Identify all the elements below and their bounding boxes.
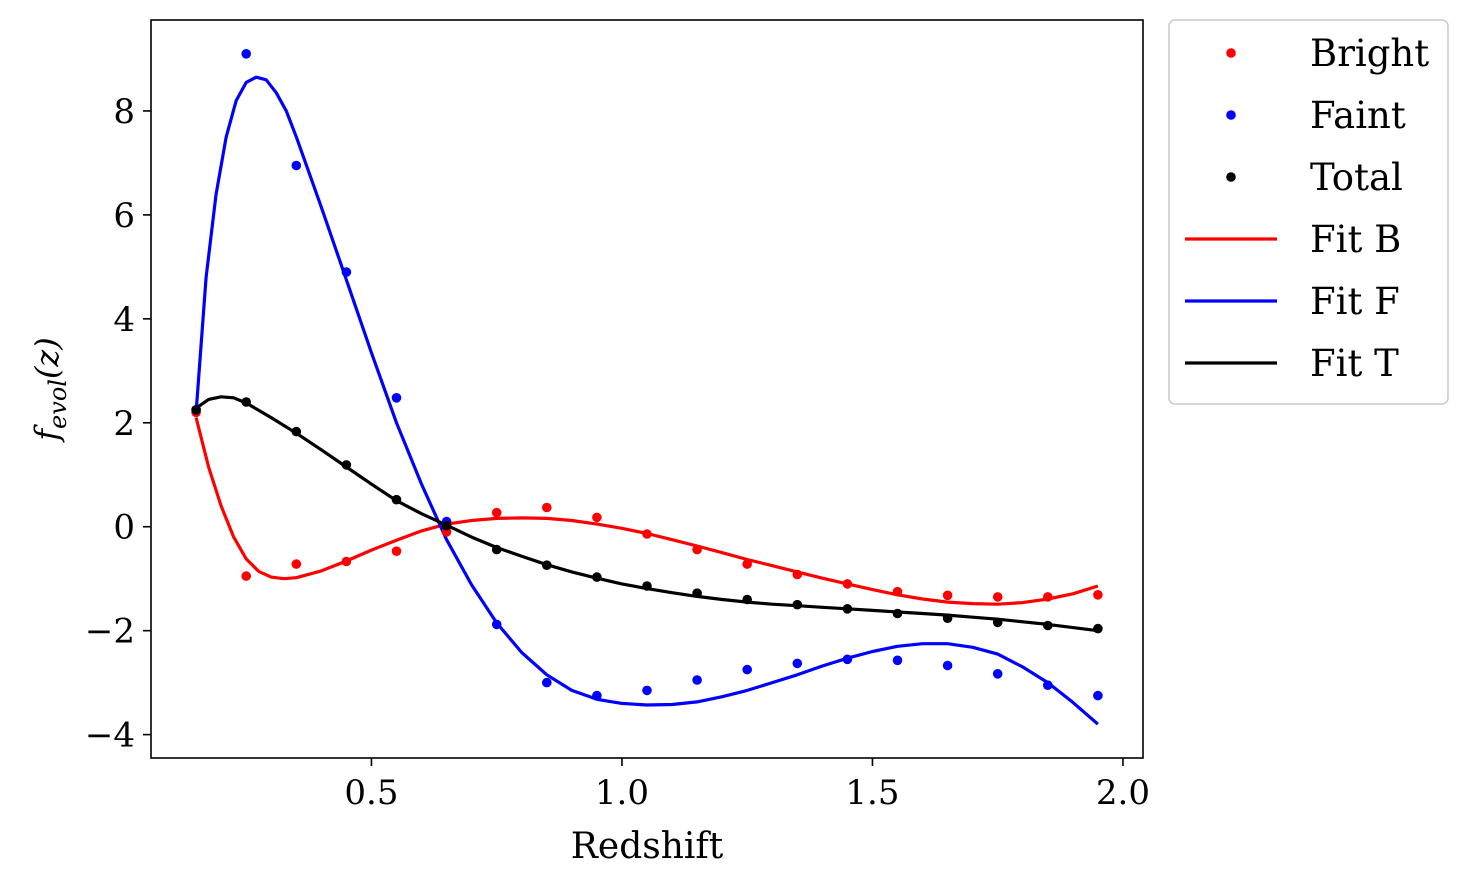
point-faint <box>892 655 903 666</box>
point-faint <box>792 658 803 669</box>
point-faint <box>391 393 402 403</box>
point-total <box>491 544 502 555</box>
point-bright <box>642 529 652 539</box>
y-axis-label-argument: (z) <box>28 337 66 379</box>
plot-background <box>151 20 1143 758</box>
x-tick-label: 1.5 <box>845 773 899 813</box>
point-faint <box>692 675 702 685</box>
point-faint <box>592 690 602 701</box>
point-faint <box>942 660 953 671</box>
legend-label-bright: Bright <box>1310 32 1429 75</box>
point-total <box>942 613 953 623</box>
point-total <box>992 617 1003 628</box>
point-total <box>191 405 201 415</box>
legend-label-faint: Faint <box>1310 94 1406 137</box>
point-total <box>241 397 251 407</box>
point-faint <box>341 267 352 277</box>
point-total <box>341 460 352 470</box>
y-tick-label: 4 <box>113 300 135 340</box>
point-faint <box>1043 680 1053 690</box>
legend-marker-faint <box>1226 110 1236 120</box>
legend-label-fit-t: Fit T <box>1310 342 1399 385</box>
point-total <box>892 608 903 619</box>
point-faint <box>241 49 251 59</box>
point-total <box>542 560 552 570</box>
point-total <box>842 604 853 614</box>
point-bright <box>1043 592 1053 602</box>
x-axis-ticks: 0.5 1.0 1.5 2.0 <box>344 758 1150 813</box>
point-total <box>742 594 752 605</box>
point-faint <box>491 619 502 630</box>
point-total <box>642 581 652 591</box>
y-tick-label: 0 <box>113 508 135 548</box>
point-bright <box>992 592 1003 602</box>
series-line-fit-b <box>194 417 1099 606</box>
plot-frame <box>150 19 1144 759</box>
point-bright <box>542 502 552 513</box>
legend-label-total: Total <box>1310 156 1403 199</box>
series-line-fit-f <box>194 75 1099 726</box>
point-total <box>592 572 602 582</box>
point-faint <box>291 160 302 171</box>
point-total <box>441 520 452 531</box>
point-faint <box>1093 690 1103 701</box>
fit-lines <box>194 75 1099 726</box>
y-axis-label-subscript: evol <box>44 379 72 429</box>
legend-marker-bright <box>1226 48 1236 58</box>
legend-label-fit-b: Fit B <box>1310 218 1401 261</box>
point-bright <box>291 559 302 569</box>
legend-label-fit-f: Fit F <box>1310 280 1400 323</box>
y-tick-label: 6 <box>113 196 135 236</box>
point-faint <box>842 654 853 665</box>
y-axis-label: fevol(z) <box>28 337 72 443</box>
point-bright <box>391 546 402 556</box>
point-bright <box>892 586 903 597</box>
point-bright <box>491 507 502 518</box>
point-total <box>391 494 402 505</box>
point-bright <box>1093 590 1103 600</box>
y-tick-label: −2 <box>85 612 135 652</box>
x-axis-label: Redshift <box>571 826 724 867</box>
point-total <box>291 426 302 437</box>
y-tick-label: 2 <box>113 404 135 444</box>
legend-marker-total <box>1226 172 1236 182</box>
legend: Bright Faint Total Fit B Fit F Fit T <box>1168 19 1449 405</box>
point-bright <box>742 559 752 569</box>
legend-items: Bright Faint Total Fit B Fit F Fit T <box>1185 32 1429 385</box>
point-bright <box>592 512 602 523</box>
y-tick-label: −4 <box>85 716 135 756</box>
point-bright <box>792 569 803 580</box>
point-total <box>792 599 803 610</box>
point-faint <box>642 685 652 696</box>
point-bright <box>842 579 853 589</box>
point-total <box>692 588 702 598</box>
y-tick-label: 8 <box>113 92 135 132</box>
point-bright <box>692 544 702 555</box>
point-bright <box>942 590 953 601</box>
point-faint <box>992 669 1003 679</box>
point-faint <box>742 664 752 675</box>
point-total <box>1093 623 1103 634</box>
legend-frame <box>1168 19 1449 405</box>
x-tick-label: 0.5 <box>344 773 398 813</box>
point-bright <box>341 556 352 567</box>
series-line-fit-t <box>195 395 1099 633</box>
data-points <box>191 49 1103 701</box>
x-tick-label: 2.0 <box>1096 773 1150 813</box>
point-faint <box>542 677 552 688</box>
point-bright <box>241 571 251 581</box>
point-total <box>1043 620 1053 631</box>
x-tick-label: 1.0 <box>595 773 649 813</box>
y-axis-ticks: −4 −2 0 2 4 6 8 <box>85 92 151 756</box>
